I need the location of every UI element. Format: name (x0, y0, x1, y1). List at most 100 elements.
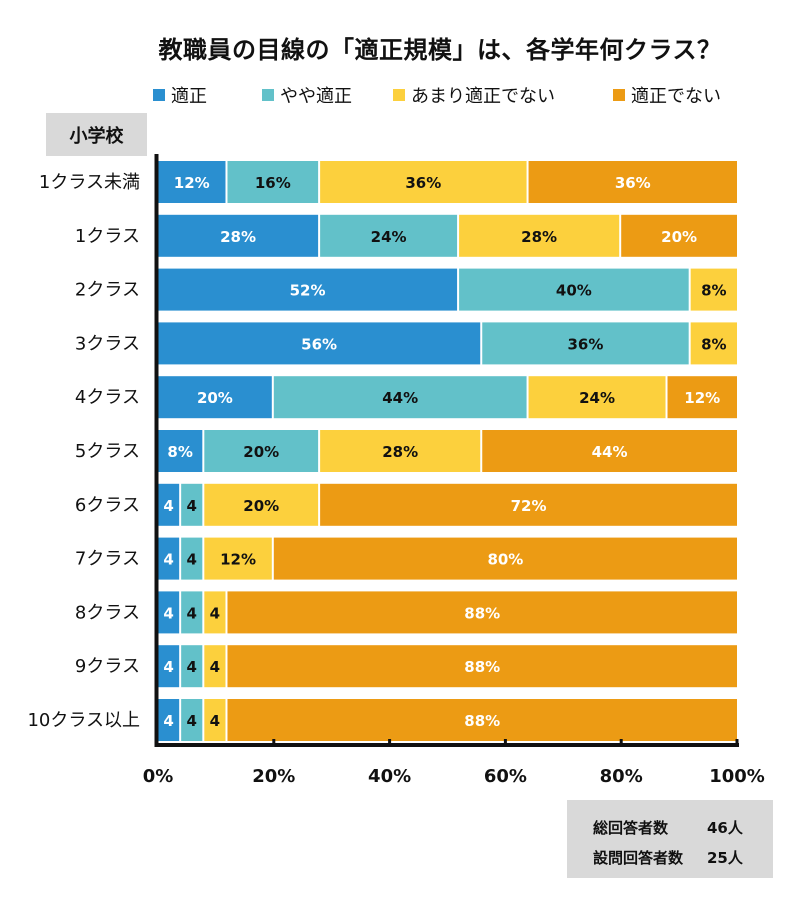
x-tick-label: 20% (252, 766, 295, 787)
bar-segment (482, 322, 689, 365)
data-label: 4 (187, 712, 197, 730)
data-label: 4 (187, 497, 197, 515)
category-label: 10クラス以上 (27, 710, 140, 731)
category-label: 6クラス (75, 495, 140, 516)
legend-label: 適正 (171, 86, 207, 107)
data-label: 28% (382, 443, 418, 461)
data-label: 12% (220, 551, 256, 569)
data-label: 36% (405, 174, 441, 192)
category-label: 2クラス (75, 280, 140, 301)
data-label: 12% (174, 174, 210, 192)
data-label: 28% (521, 228, 557, 246)
summary-row-answered: 設問回答者数 25人 (593, 847, 743, 868)
data-label: 24% (371, 228, 407, 246)
bar-segment (227, 699, 738, 741)
category-label: 1クラス未満 (39, 172, 140, 193)
bar-segment (158, 699, 180, 741)
data-label: 16% (255, 174, 291, 192)
category-label: 5クラス (75, 441, 140, 462)
bar-segment (158, 483, 180, 526)
bar-segment (158, 376, 272, 419)
data-label: 20% (243, 497, 279, 515)
bar-segment (690, 268, 737, 311)
data-label: 4 (187, 551, 197, 569)
data-label: 36% (568, 335, 604, 353)
category-label: 8クラス (75, 602, 140, 623)
bar-segment (459, 268, 689, 311)
x-tick-label: 60% (484, 766, 527, 787)
bar-segment (158, 214, 319, 257)
data-label: 8% (701, 282, 726, 300)
summary-key: 設問回答者数 (593, 849, 684, 867)
bar-segment (158, 268, 458, 311)
bar-segment (204, 699, 226, 741)
bar-segment (528, 376, 666, 419)
bar-segment (227, 161, 319, 203)
category-label: 7クラス (75, 549, 140, 570)
data-label: 24% (579, 389, 615, 407)
bar-segment (204, 645, 226, 688)
bar-segment (320, 161, 527, 203)
data-label: 36% (615, 174, 651, 192)
x-tick-label: 100% (709, 766, 765, 787)
x-tick-label: 40% (368, 766, 411, 787)
data-label: 52% (290, 282, 326, 300)
bar-segment (158, 645, 180, 688)
legend-swatch (393, 89, 405, 101)
data-label: 4 (163, 551, 173, 569)
bar-segment (158, 591, 180, 634)
data-label: 88% (464, 604, 500, 622)
legend-label: やや適正 (280, 86, 352, 107)
legend-item-appropriate: 適正 (153, 82, 207, 108)
bar-segment (528, 161, 737, 203)
summary-row-total: 総回答者数 46人 (593, 817, 743, 838)
data-label: 40% (556, 282, 592, 300)
bar-segment (181, 645, 203, 688)
summary-box: 総回答者数 46人 設問回答者数 25人 (567, 800, 773, 878)
data-label: 72% (511, 497, 547, 515)
summary-value: 46人 (707, 819, 743, 837)
bar-segment (204, 430, 319, 472)
summary-key: 総回答者数 (593, 819, 669, 837)
bar-segment (158, 161, 226, 203)
legend-swatch (613, 89, 625, 101)
x-tick-label: 0% (143, 766, 174, 787)
bar-segment (273, 537, 737, 580)
category-label: 3クラス (75, 333, 140, 354)
legend-item-somewhat-appropriate: やや適正 (262, 82, 352, 108)
data-label: 8% (167, 443, 192, 461)
data-label: 44% (592, 443, 628, 461)
x-tick-label: 80% (600, 766, 643, 787)
data-label: 4 (210, 712, 220, 730)
bar-segment (482, 430, 737, 472)
bar-segment (459, 214, 620, 257)
data-label: 88% (464, 658, 500, 676)
bar-segment (667, 376, 737, 419)
data-label: 20% (197, 389, 233, 407)
bar-segment (181, 483, 203, 526)
data-label: 4 (210, 604, 220, 622)
bar-segment (181, 699, 203, 741)
bar-segment (273, 376, 527, 419)
legend-item-not-very-appropriate: あまり適正でない (393, 82, 555, 108)
bar-segment (690, 322, 737, 365)
data-label: 4 (163, 712, 173, 730)
data-label: 4 (163, 497, 173, 515)
legend: 適正 やや適正 あまり適正でない 適正でない (150, 82, 750, 108)
category-label: 4クラス (75, 387, 140, 408)
bar-segment (158, 430, 203, 472)
data-label: 28% (220, 228, 256, 246)
bar-segment (227, 591, 738, 634)
category-label: 9クラス (75, 656, 140, 677)
legend-label: あまり適正でない (411, 86, 555, 107)
bar-segment (320, 214, 458, 257)
chart-title: 教職員の目線の「適正規模」は、各学年何クラス？ (158, 36, 722, 64)
bar-segment (204, 591, 226, 634)
data-label: 20% (243, 443, 279, 461)
data-label: 4 (163, 604, 173, 622)
data-label: 8% (701, 335, 726, 353)
data-label: 4 (210, 658, 220, 676)
bar-segment (181, 537, 203, 580)
bar-segment (181, 591, 203, 634)
data-label: 44% (382, 389, 418, 407)
